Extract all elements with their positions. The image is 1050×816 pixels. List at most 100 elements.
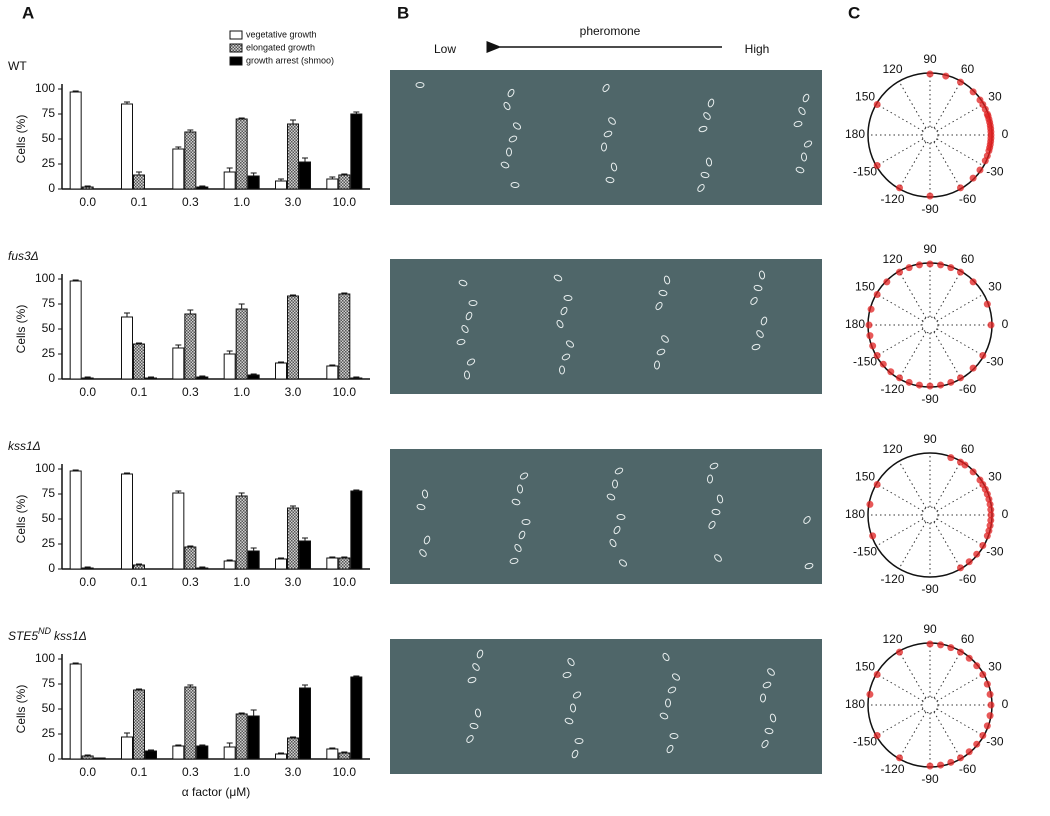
point bbox=[926, 640, 934, 648]
error-bar bbox=[226, 559, 233, 561]
angle-label: -90 bbox=[921, 582, 939, 596]
spoke bbox=[933, 651, 962, 699]
angle-label: -150 bbox=[853, 355, 877, 369]
angle-label: 120 bbox=[882, 252, 902, 266]
cell bbox=[762, 681, 772, 689]
legend-swatch bbox=[229, 43, 243, 53]
bar bbox=[121, 316, 133, 380]
point bbox=[905, 378, 913, 386]
cell bbox=[618, 559, 628, 567]
point bbox=[983, 532, 991, 540]
x-tick-label: 10.0 bbox=[333, 765, 357, 779]
point bbox=[983, 300, 991, 308]
point bbox=[957, 78, 964, 86]
point bbox=[983, 680, 991, 688]
cell bbox=[466, 735, 474, 743]
micrograph bbox=[390, 259, 822, 394]
error-bar bbox=[290, 119, 296, 124]
point bbox=[873, 732, 881, 739]
error-bar bbox=[124, 312, 130, 317]
spoke bbox=[876, 708, 924, 737]
point bbox=[896, 648, 903, 656]
angle-label: 120 bbox=[882, 62, 902, 76]
x-tick-label: 0.1 bbox=[131, 385, 148, 399]
error-bar bbox=[341, 292, 348, 294]
bar bbox=[338, 174, 351, 190]
cell bbox=[468, 300, 478, 306]
point bbox=[873, 481, 881, 488]
error-bar bbox=[302, 684, 308, 688]
cell bbox=[465, 311, 473, 321]
point bbox=[866, 690, 874, 698]
bar bbox=[145, 750, 157, 760]
x-tick-label: 1.0 bbox=[233, 575, 250, 589]
spoke bbox=[936, 103, 984, 132]
error-bar bbox=[302, 537, 308, 541]
chart-title: WT bbox=[8, 59, 27, 73]
bar bbox=[247, 374, 260, 380]
spoke bbox=[933, 461, 962, 509]
cell bbox=[707, 98, 715, 108]
x-tick-label: 0.3 bbox=[182, 575, 199, 589]
cell bbox=[511, 498, 521, 506]
error-bar bbox=[250, 709, 257, 716]
cell bbox=[659, 712, 669, 720]
point bbox=[969, 278, 977, 286]
error-bar bbox=[72, 469, 79, 471]
error-bar bbox=[341, 556, 348, 558]
cell bbox=[569, 703, 577, 713]
cell bbox=[714, 554, 722, 562]
bar bbox=[81, 377, 94, 380]
bar bbox=[275, 558, 287, 570]
error-bar bbox=[329, 364, 336, 366]
point bbox=[987, 321, 995, 329]
point bbox=[957, 374, 964, 382]
outer-ring bbox=[867, 642, 993, 768]
angle-label: 150 bbox=[855, 280, 875, 294]
point bbox=[873, 352, 881, 359]
bar bbox=[133, 174, 145, 190]
bar bbox=[172, 148, 185, 190]
cell bbox=[661, 335, 669, 343]
cell bbox=[706, 474, 714, 484]
error-bar bbox=[290, 294, 296, 296]
cell bbox=[655, 301, 663, 311]
point bbox=[915, 381, 923, 389]
point bbox=[937, 641, 945, 649]
error-bar bbox=[226, 350, 233, 354]
bar bbox=[350, 490, 363, 570]
error-bar bbox=[250, 373, 257, 375]
cell bbox=[469, 722, 479, 730]
x-tick-label: 0.0 bbox=[79, 765, 96, 779]
gradient-high: High bbox=[745, 42, 770, 56]
angle-label: -150 bbox=[853, 735, 877, 749]
point bbox=[973, 550, 981, 558]
angle-label: 90 bbox=[923, 622, 937, 636]
error-bar bbox=[353, 376, 360, 378]
cell bbox=[616, 513, 626, 521]
cell bbox=[767, 668, 775, 676]
cell bbox=[565, 340, 575, 348]
cell bbox=[558, 365, 566, 375]
bar bbox=[247, 550, 260, 570]
y-axis-label: Cells (%) bbox=[14, 685, 28, 734]
error-bar bbox=[353, 489, 360, 491]
cell bbox=[653, 360, 661, 370]
bar bbox=[184, 546, 197, 570]
bar bbox=[338, 752, 351, 760]
error-bar bbox=[329, 556, 336, 558]
y-tick-label: 100 bbox=[35, 271, 55, 285]
bar bbox=[350, 113, 363, 190]
angle-label: -120 bbox=[880, 192, 904, 206]
cell bbox=[705, 157, 713, 167]
angle-label: 150 bbox=[855, 470, 875, 484]
bar bbox=[299, 687, 311, 760]
cell bbox=[666, 744, 674, 754]
angle-label: 60 bbox=[961, 442, 975, 456]
point bbox=[867, 305, 875, 313]
angle-label: -120 bbox=[880, 572, 904, 586]
bar bbox=[223, 746, 236, 760]
cell bbox=[662, 652, 670, 662]
bar bbox=[69, 280, 82, 380]
chart-title: kss1Δ bbox=[8, 439, 41, 453]
